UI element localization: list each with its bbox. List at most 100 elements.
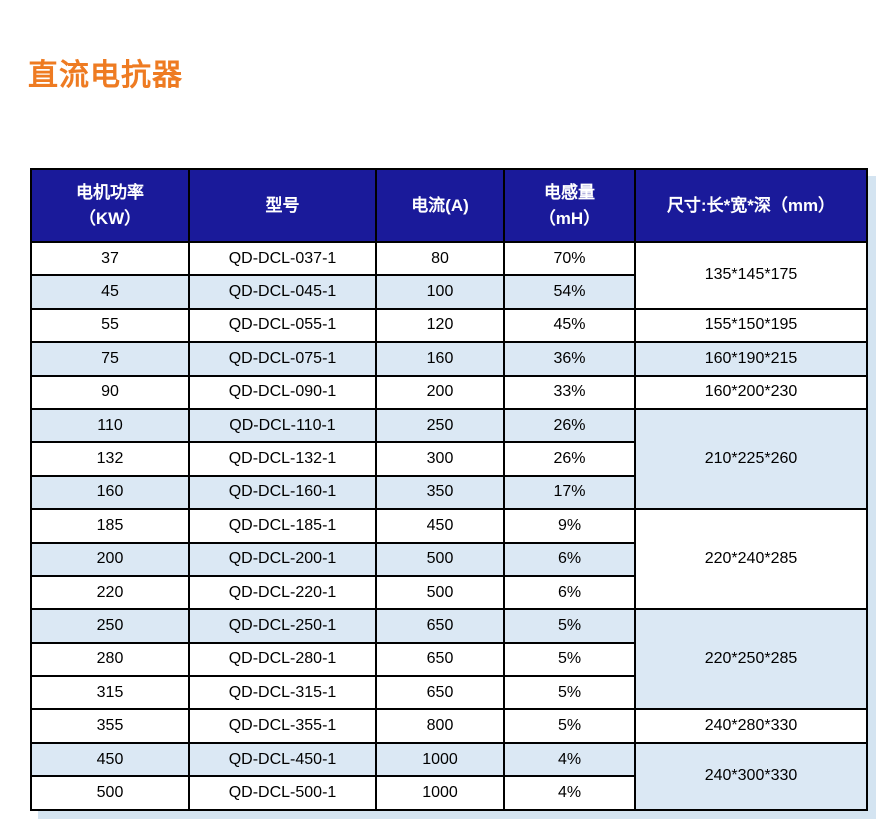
cell-power: 250 bbox=[30, 608, 190, 644]
cell-model: QD-DCL-315-1 bbox=[188, 675, 377, 711]
cell-dimensions: 220*240*285 bbox=[634, 508, 868, 611]
cell-power: 500 bbox=[30, 775, 190, 811]
cell-model: QD-DCL-220-1 bbox=[188, 574, 377, 611]
cell-inductance: 6% bbox=[503, 574, 636, 611]
table-row: 355 QD-DCL-355-1 800 5% 240*280*330 bbox=[30, 708, 868, 744]
cell-model: QD-DCL-110-1 bbox=[188, 407, 377, 444]
page-title: 直流电抗器 bbox=[28, 59, 183, 92]
col-header-dimensions: 尺寸:长*宽*深（mm） bbox=[634, 168, 868, 243]
cell-inductance: 5% bbox=[503, 608, 636, 644]
cell-power: 450 bbox=[30, 741, 190, 778]
cell-power: 55 bbox=[30, 307, 190, 344]
cell-power: 200 bbox=[30, 541, 190, 577]
cell-current: 160 bbox=[375, 341, 505, 377]
cell-current: 500 bbox=[375, 574, 505, 611]
col-header-current-label: 电流(A) bbox=[411, 195, 469, 215]
cell-power: 110 bbox=[30, 407, 190, 444]
table-row: 110 QD-DCL-110-1 250 26% 210*225*260 bbox=[30, 407, 868, 511]
cell-inductance: 54% bbox=[503, 274, 636, 310]
col-header-inductance-line1: 电感量 bbox=[544, 183, 595, 202]
cell-inductance: 36% bbox=[503, 341, 636, 377]
table-row: 160 QD-DCL-160-1 350 17% bbox=[30, 474, 867, 511]
cell-power: 355 bbox=[30, 708, 190, 744]
table-row: 315 QD-DCL-315-1 650 5% bbox=[30, 675, 867, 711]
table-body: 37 QD-DCL-037-1 80 70% 135*145*175 45 QD… bbox=[30, 240, 868, 811]
col-header-current: 电流(A) bbox=[375, 168, 505, 243]
cell-current: 650 bbox=[375, 608, 505, 644]
cell-power: 37 bbox=[30, 240, 190, 277]
cell-power: 90 bbox=[30, 374, 190, 410]
cell-current: 350 bbox=[375, 474, 505, 511]
cell-current: 500 bbox=[375, 541, 505, 577]
cell-current: 80 bbox=[375, 240, 505, 277]
cell-inductance: 70% bbox=[503, 240, 636, 277]
cell-current: 1000 bbox=[375, 741, 505, 778]
cell-power: 185 bbox=[30, 508, 190, 544]
cell-inductance: 17% bbox=[503, 474, 636, 511]
cell-current: 650 bbox=[375, 641, 505, 678]
cell-model: QD-DCL-250-1 bbox=[188, 608, 377, 644]
table-row: 90 QD-DCL-090-1 200 33% 160*200*230 bbox=[30, 374, 868, 410]
cell-current: 1000 bbox=[375, 775, 505, 811]
cell-dimensions: 220*250*285 bbox=[634, 608, 868, 711]
col-header-model: 型号 bbox=[188, 168, 377, 243]
table-row: 75 QD-DCL-075-1 160 36% 160*190*215 bbox=[30, 341, 868, 377]
col-header-model-label: 型号 bbox=[265, 195, 300, 215]
cell-model: QD-DCL-450-1 bbox=[188, 741, 377, 778]
cell-dimensions: 160*190*215 bbox=[634, 341, 868, 377]
cell-model: QD-DCL-045-1 bbox=[188, 274, 377, 310]
table-row: 132 QD-DCL-132-1 300 26% bbox=[30, 441, 867, 477]
cell-inductance: 6% bbox=[503, 541, 636, 577]
cell-dimensions: 210*225*260 bbox=[634, 407, 868, 511]
cell-power: 132 bbox=[30, 441, 190, 477]
table-row: 200 QD-DCL-200-1 500 6% bbox=[30, 541, 867, 577]
cell-dimensions: 155*150*195 bbox=[634, 307, 868, 344]
cell-dimensions: 135*145*175 bbox=[634, 241, 868, 310]
cell-model: QD-DCL-075-1 bbox=[188, 341, 377, 377]
cell-model: QD-DCL-185-1 bbox=[188, 508, 377, 544]
cell-dimensions: 160*200*230 bbox=[634, 374, 868, 410]
col-header-dimensions-label: 尺寸:长*宽*深（mm） bbox=[666, 195, 836, 215]
cell-model: QD-DCL-037-1 bbox=[188, 240, 377, 277]
cell-power: 280 bbox=[30, 641, 190, 678]
table-row: 220 QD-DCL-220-1 500 6% bbox=[30, 574, 867, 611]
cell-inductance: 5% bbox=[503, 708, 636, 744]
cell-current: 450 bbox=[375, 508, 505, 544]
table-row: 280 QD-DCL-280-1 650 5% bbox=[30, 641, 867, 678]
cell-inductance: 33% bbox=[503, 374, 636, 410]
cell-inductance: 26% bbox=[503, 441, 636, 477]
table-header: 电机功率 （KW） 型号 电流(A) 电感量 （mH） 尺寸:长*宽*深（mm） bbox=[30, 168, 868, 243]
table-row: 37 QD-DCL-037-1 80 70% 135*145*175 bbox=[30, 240, 868, 310]
cell-dimensions: 240*300*330 bbox=[634, 741, 868, 811]
cell-power: 220 bbox=[30, 574, 190, 611]
header-row: 电机功率 （KW） 型号 电流(A) 电感量 （mH） 尺寸:长*宽*深（mm） bbox=[30, 168, 868, 243]
col-header-motor-power-line1: 电机功率 bbox=[76, 183, 144, 202]
cell-power: 315 bbox=[30, 675, 190, 711]
cell-current: 650 bbox=[375, 675, 505, 711]
cell-current: 120 bbox=[375, 307, 505, 344]
cell-inductance: 4% bbox=[503, 775, 636, 811]
cell-inductance: 5% bbox=[503, 675, 636, 711]
cell-dimensions: 240*280*330 bbox=[634, 708, 868, 744]
table-row: 55 QD-DCL-055-1 120 45% 155*150*195 bbox=[30, 307, 868, 344]
col-header-motor-power: 电机功率 （KW） bbox=[30, 168, 190, 243]
cell-model: QD-DCL-500-1 bbox=[188, 775, 377, 811]
col-header-inductance: 电感量 （mH） bbox=[503, 168, 636, 243]
col-header-inductance-line2: （mH） bbox=[538, 208, 601, 228]
cell-current: 300 bbox=[375, 441, 505, 477]
table-row: 250 QD-DCL-250-1 650 5% 220*250*285 bbox=[30, 608, 868, 711]
cell-power: 160 bbox=[30, 474, 190, 511]
table-row: 185 QD-DCL-185-1 450 9% 220*240*285 bbox=[30, 508, 868, 611]
table-row: 45 QD-DCL-045-1 100 54% bbox=[30, 274, 867, 310]
cell-inductance: 5% bbox=[503, 641, 636, 678]
cell-model: QD-DCL-090-1 bbox=[188, 374, 377, 410]
cell-inductance: 9% bbox=[503, 508, 636, 544]
cell-power: 75 bbox=[30, 341, 190, 377]
cell-current: 250 bbox=[375, 407, 505, 444]
col-header-motor-power-line2: （KW） bbox=[78, 208, 142, 228]
cell-inductance: 45% bbox=[503, 307, 636, 344]
table-row: 500 QD-DCL-500-1 1000 4% bbox=[30, 775, 867, 811]
cell-model: QD-DCL-160-1 bbox=[188, 474, 377, 511]
cell-current: 100 bbox=[375, 274, 505, 310]
